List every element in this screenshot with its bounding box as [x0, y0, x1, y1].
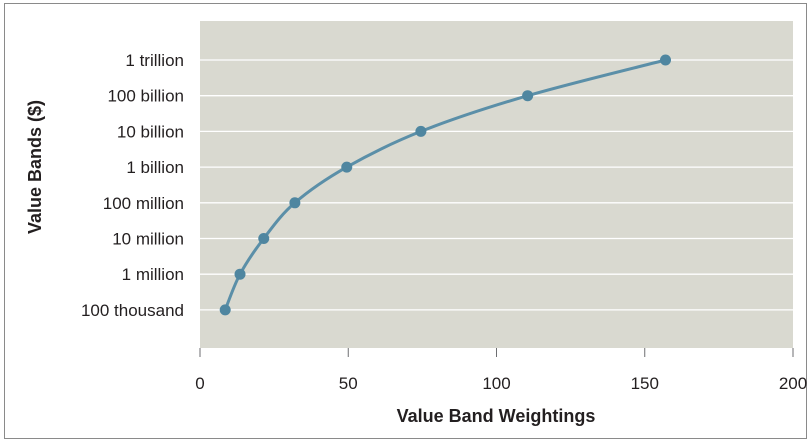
y-tick-label: 100 thousand: [81, 301, 184, 320]
data-point: [234, 268, 246, 280]
data-point: [258, 233, 270, 244]
y-axis-tick-labels: 100 thousand 1 million 10 million 100 milli…: [81, 51, 184, 320]
value-band-chart: 100 thousand 1 million 10 million 100 milli…: [25, 21, 807, 426]
y-tick-label: 1 billion: [126, 158, 184, 177]
x-tick-label: 200: [779, 374, 807, 393]
y-tick-label: 1 million: [122, 265, 184, 284]
y-tick-label: 100 billion: [107, 87, 184, 106]
x-axis: [199, 348, 794, 357]
x-axis-tick-labels: 0 50 100 150 200: [195, 374, 807, 393]
chart-frame: 100 thousand 1 million 10 million 100 milli…: [4, 3, 807, 439]
data-point: [289, 197, 301, 209]
y-tick-label: 10 million: [112, 230, 184, 249]
y-tick-label: 1 trillion: [125, 51, 184, 70]
data-point: [415, 125, 427, 137]
data-point: [341, 161, 353, 173]
data-point: [522, 90, 534, 102]
data-point: [219, 304, 231, 316]
plot-background: [200, 21, 793, 348]
x-tick-label: 150: [631, 374, 659, 393]
data-point: [660, 54, 672, 66]
x-tick-label: 100: [482, 374, 510, 393]
x-axis-title: Value Band Weightings: [397, 406, 596, 426]
data-points: [219, 54, 672, 316]
y-tick-label: 10 billion: [117, 122, 184, 141]
x-tick-label: 0: [195, 374, 204, 393]
y-tick-label: 100 million: [103, 194, 184, 213]
y-axis-title: Value Bands ($): [25, 100, 45, 234]
x-tick-label: 50: [339, 374, 358, 393]
